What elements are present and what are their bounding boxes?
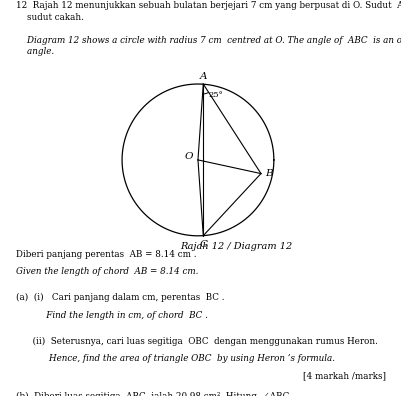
Text: Hence, find the area of triangle OBC  by using Heron ’s formula.: Hence, find the area of triangle OBC by … — [16, 354, 334, 363]
Text: 12  Rajah 12 menunjukkan sebuah bulatan berjejari 7 cm yang berpusat di O. Sudut: 12 Rajah 12 menunjukkan sebuah bulatan b… — [16, 2, 401, 22]
Text: Diagram 12 shows a circle with radius 7 cm  centred at O. The angle of  ABC  is : Diagram 12 shows a circle with radius 7 … — [16, 36, 401, 57]
Text: (a)  (i)   Cari panjang dalam cm, perentas  BC .: (a) (i) Cari panjang dalam cm, perentas … — [16, 293, 224, 303]
Text: C: C — [199, 240, 207, 249]
Text: [4 markah /marks]: [4 markah /marks] — [302, 371, 385, 380]
Text: (ii)  Seterusnya, cari luas segitiga  OBC  dengan menggunakan rumus Heron.: (ii) Seterusnya, cari luas segitiga OBC … — [16, 337, 377, 346]
Text: O: O — [184, 152, 192, 162]
Text: A: A — [199, 72, 207, 81]
Text: Rajah 12 / Diagram 12: Rajah 12 / Diagram 12 — [179, 242, 291, 251]
Text: (b)  Diberi luas segitiga  ABC  ialah 20.98 cm². Hitung  ∠ABC.: (b) Diberi luas segitiga ABC ialah 20.98… — [16, 392, 291, 396]
Text: Given the length of chord  AB = 8.14 cm.: Given the length of chord AB = 8.14 cm. — [16, 267, 198, 276]
Text: 25°: 25° — [208, 91, 222, 99]
Text: Find the length in cm, of chord  BC .: Find the length in cm, of chord BC . — [16, 310, 207, 320]
Text: B: B — [264, 169, 272, 178]
Text: Diberi panjang perentas  AB = 8.14 cm .: Diberi panjang perentas AB = 8.14 cm . — [16, 250, 196, 259]
